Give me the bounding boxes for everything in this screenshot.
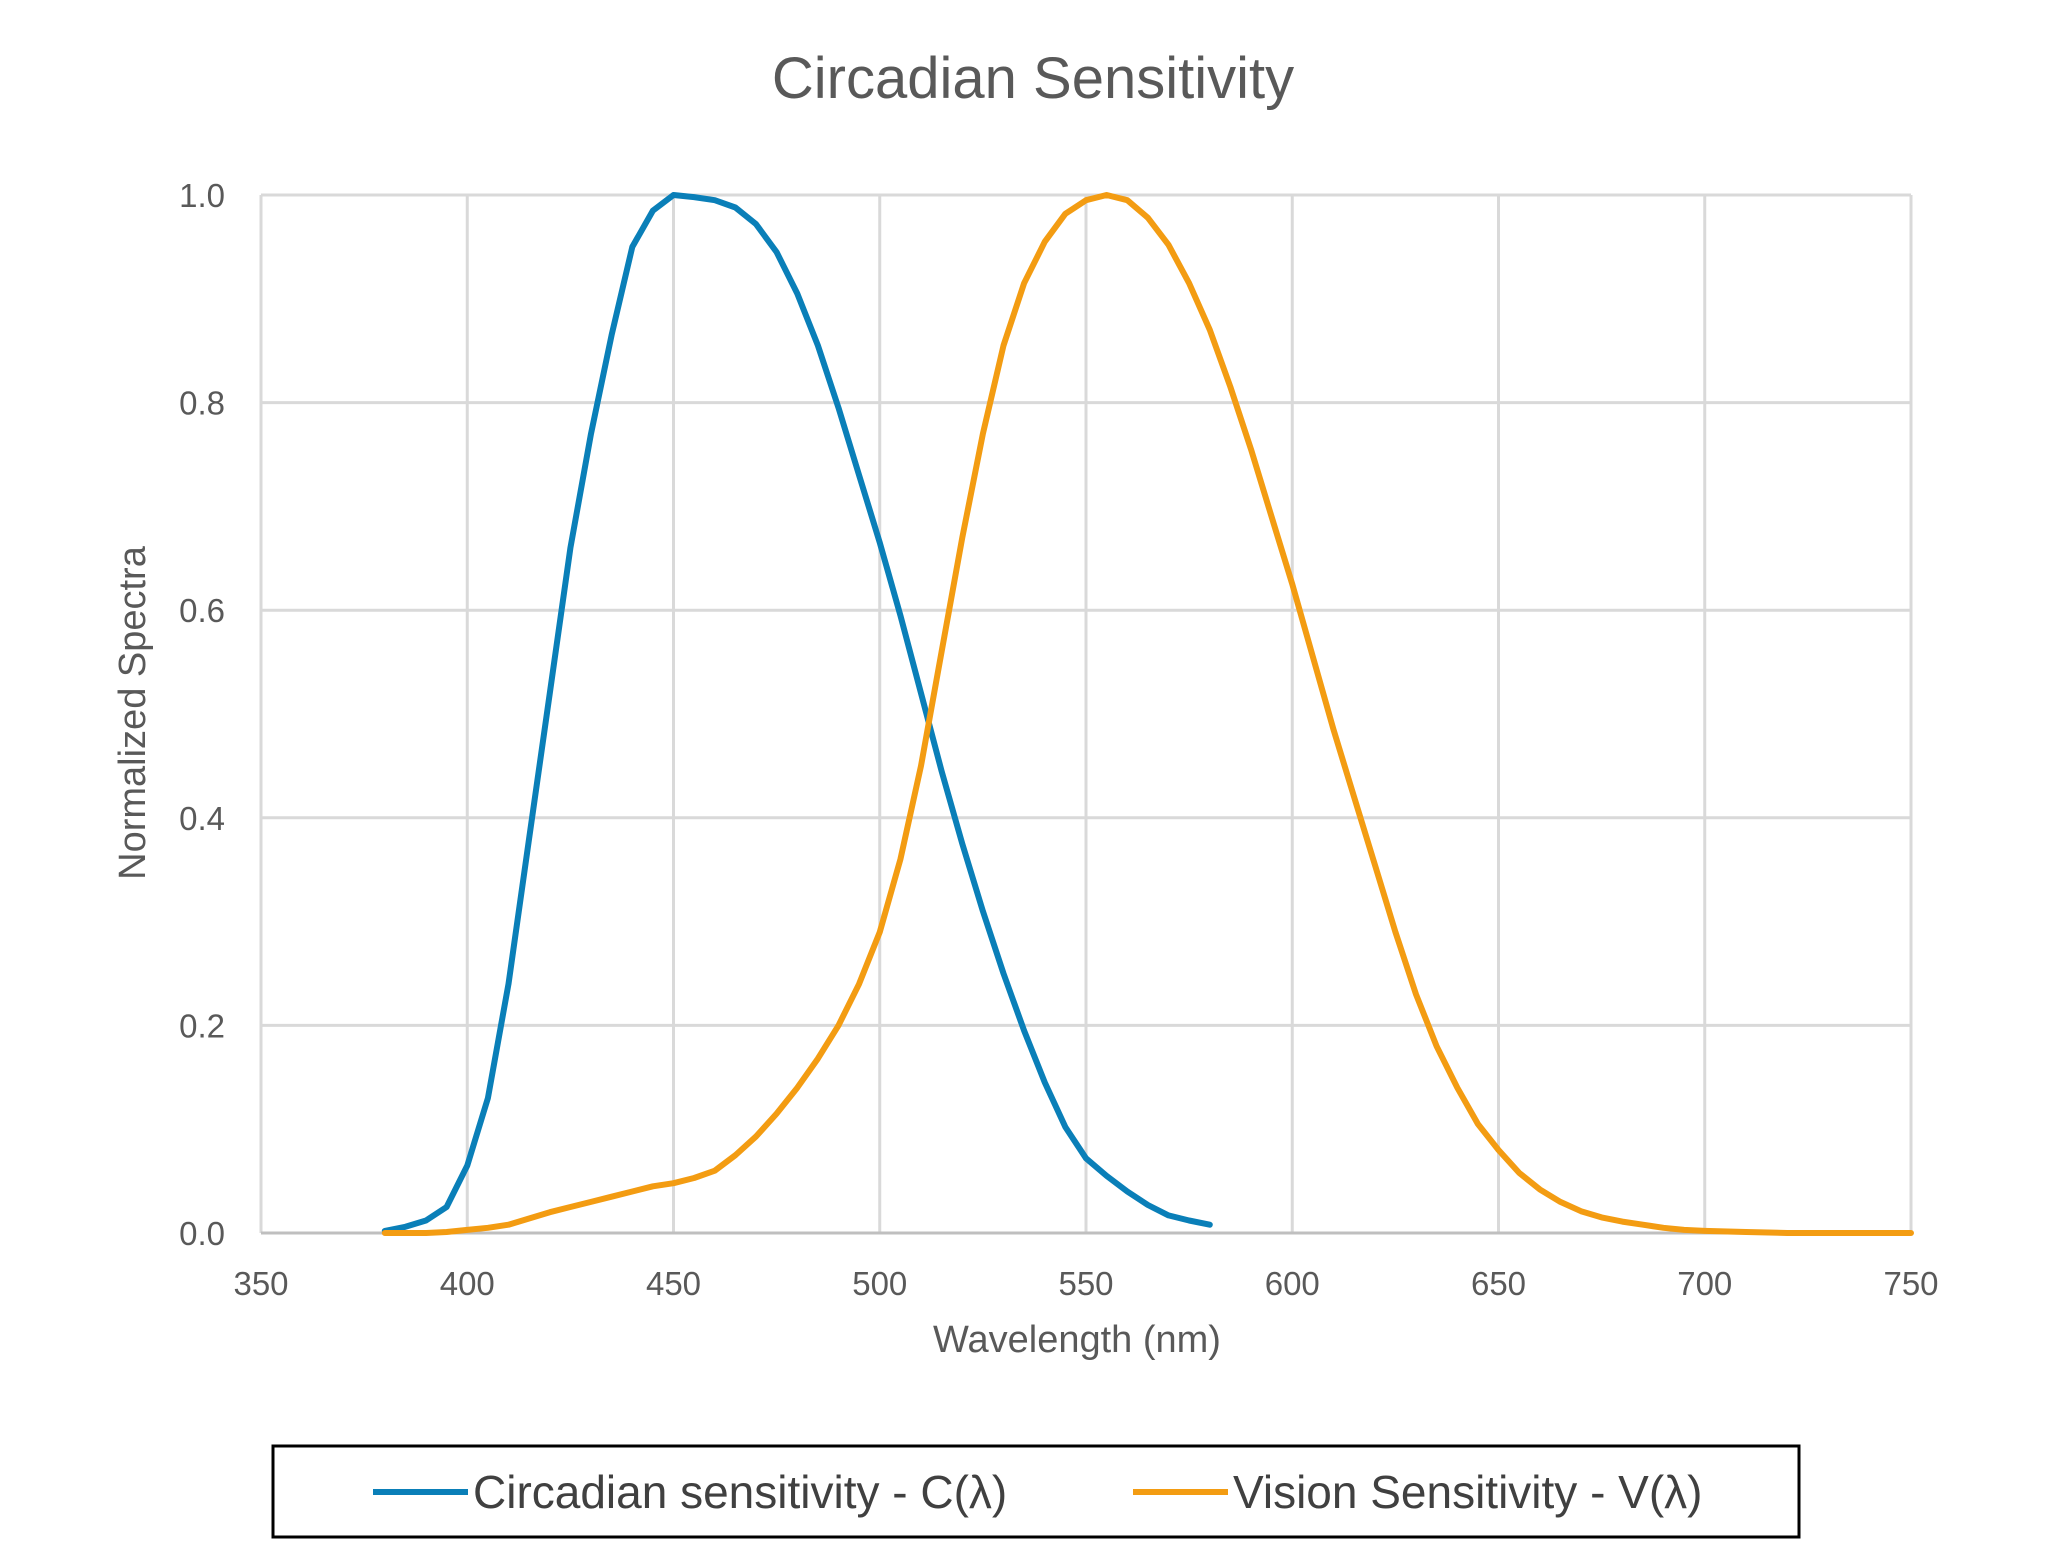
x-tick-label: 750 — [1883, 1265, 1938, 1302]
grid-lines — [259, 193, 1913, 1235]
x-tick-label: 350 — [233, 1265, 288, 1302]
y-tick-label: 0.8 — [179, 385, 225, 422]
y-axis-ticks: 0.0 0.2 0.4 0.6 0.8 1.0 — [179, 177, 225, 1252]
y-tick-label: 0.4 — [179, 800, 225, 837]
y-tick-label: 0.6 — [179, 592, 225, 629]
legend-label-circadian: Circadian sensitivity - C(λ) — [473, 1466, 1007, 1518]
series-lines — [381, 192, 1914, 1236]
legend-box — [271, 1444, 1801, 1539]
x-axis-ticks: 350 400 450 500 550 600 650 700 750 — [233, 1265, 1938, 1302]
x-axis-label: Wavelength (nm) — [933, 1319, 1221, 1361]
y-tick-label: 0.0 — [179, 1215, 225, 1252]
x-tick-label: 700 — [1677, 1265, 1732, 1302]
legend-label-vision: Vision Sensitivity - V(λ) — [1233, 1466, 1703, 1518]
x-tick-label: 500 — [852, 1265, 907, 1302]
x-tick-label: 450 — [646, 1265, 701, 1302]
legend: Circadian sensitivity - C(λ) Vision Sens… — [271, 1444, 1801, 1539]
series-line-circadian — [381, 192, 1213, 1234]
x-tick-label: 400 — [440, 1265, 495, 1302]
y-tick-label: 0.2 — [179, 1007, 225, 1044]
x-tick-label: 650 — [1471, 1265, 1526, 1302]
series-line-vision — [381, 192, 1914, 1236]
y-tick-label: 1.0 — [179, 177, 225, 214]
x-tick-label: 550 — [1058, 1265, 1113, 1302]
y-axis-label: Normalized Spectra — [112, 545, 154, 880]
x-tick-label: 600 — [1265, 1265, 1320, 1302]
chart-title: Circadian Sensitivity — [772, 46, 1294, 111]
